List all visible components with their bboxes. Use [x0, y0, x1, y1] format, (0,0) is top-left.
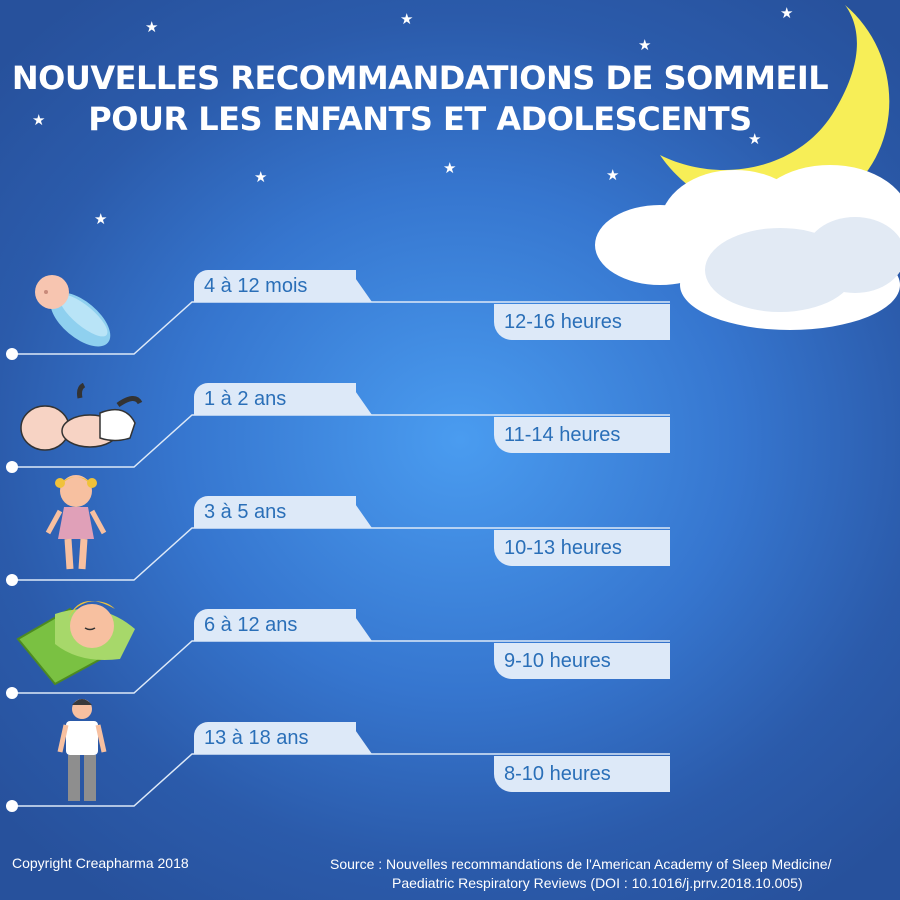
source-line-2: Paediatric Respiratory Reviews (DOI : 10… [392, 875, 803, 891]
age-group-row: 4 à 12 mois 12-16 heures [0, 270, 900, 390]
hours-label: 10-13 heures [494, 530, 670, 566]
connector-lines [6, 753, 670, 812]
star-icon: ★ [748, 131, 762, 148]
hours-label: 12-16 heures [494, 304, 670, 340]
star-icon: ★ [606, 167, 620, 184]
age-label: 3 à 5 ans [194, 496, 356, 528]
star-icon: ★ [94, 211, 108, 228]
age-label: 1 à 2 ans [194, 383, 356, 415]
star-icon: ★ [145, 19, 159, 36]
source-line-1: Source : Nouvelles recommandations de l'… [330, 856, 832, 872]
star-icon: ★ [780, 5, 794, 22]
cloud-icon [595, 165, 900, 330]
title-line-1: NOUVELLES RECOMMANDATIONS DE SOMMEIL [11, 59, 829, 97]
title-line-2: POUR LES ENFANTS ET ADOLESCENTS [88, 100, 752, 138]
teenager-boy-icon [57, 699, 107, 801]
age-label: 4 à 12 mois [194, 270, 356, 302]
connector-lines [6, 301, 670, 360]
star-icon: ★ [638, 37, 652, 54]
source-text: Source : Nouvelles recommandations de l'… [330, 855, 831, 893]
connector-lines [6, 640, 670, 699]
star-icon: ★ [400, 11, 414, 28]
toddler-girl-icon [45, 475, 107, 570]
star-icon: ★ [32, 112, 46, 129]
copyright-text: Copyright Creapharma 2018 [12, 855, 189, 871]
hours-label: 8-10 heures [494, 756, 670, 792]
baby-on-back-icon [20, 383, 143, 451]
crescent-moon-icon [660, 5, 890, 219]
age-label: 6 à 12 ans [194, 609, 356, 641]
sleeping-child-icon [16, 601, 135, 686]
age-label: 13 à 18 ans [194, 722, 356, 754]
star-icon: ★ [443, 160, 457, 177]
age-group-row: 3 à 5 ans 10-13 heures [0, 475, 900, 616]
hours-label: 11-14 heures [494, 417, 670, 453]
swaddled-newborn-icon [35, 275, 111, 347]
age-group-row: 13 à 18 ans 8-10 heures [0, 699, 900, 842]
hours-label: 9-10 heures [494, 643, 670, 679]
connector-lines [6, 527, 670, 586]
connector-lines [6, 414, 670, 473]
star-icon: ★ [254, 169, 268, 186]
page-title: NOUVELLES RECOMMANDATIONS DE SOMMEIL POU… [0, 58, 840, 140]
age-group-row: 1 à 2 ans 11-14 heures [0, 383, 900, 503]
age-group-row: 6 à 12 ans 9-10 heures [0, 601, 900, 729]
